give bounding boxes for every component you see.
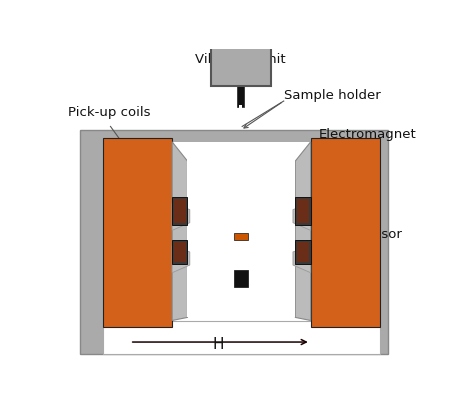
Bar bbox=[103, 321, 380, 353]
Bar bbox=[210, 43, 271, 86]
Bar bbox=[173, 242, 186, 262]
Text: Sample: Sample bbox=[328, 178, 378, 191]
Bar bbox=[188, 142, 295, 317]
Text: N: N bbox=[132, 316, 143, 330]
Bar bbox=[234, 270, 247, 287]
Polygon shape bbox=[172, 142, 188, 321]
Polygon shape bbox=[172, 204, 190, 230]
Bar bbox=[172, 197, 188, 225]
Bar bbox=[103, 142, 380, 327]
Text: Electromagnet: Electromagnet bbox=[319, 128, 416, 140]
Text: Pick-up coils: Pick-up coils bbox=[68, 106, 151, 119]
Bar bbox=[239, 105, 242, 111]
Polygon shape bbox=[293, 246, 310, 273]
Bar bbox=[295, 197, 310, 225]
Polygon shape bbox=[172, 246, 190, 273]
Bar bbox=[237, 0, 245, 107]
Bar bbox=[295, 240, 310, 264]
Bar bbox=[172, 240, 188, 264]
Polygon shape bbox=[295, 142, 310, 321]
Text: S: S bbox=[340, 316, 350, 330]
Bar bbox=[173, 199, 186, 223]
Bar bbox=[80, 130, 388, 353]
Bar bbox=[297, 199, 309, 223]
Polygon shape bbox=[293, 204, 310, 230]
Bar bbox=[234, 233, 247, 240]
Bar bbox=[297, 242, 309, 262]
Text: H: H bbox=[212, 337, 224, 352]
Text: Hall sensor: Hall sensor bbox=[328, 228, 402, 241]
Bar bbox=[310, 138, 380, 327]
Text: Vibration unit: Vibration unit bbox=[195, 53, 286, 66]
Bar bbox=[103, 138, 172, 327]
Text: Sample holder: Sample holder bbox=[284, 89, 381, 102]
